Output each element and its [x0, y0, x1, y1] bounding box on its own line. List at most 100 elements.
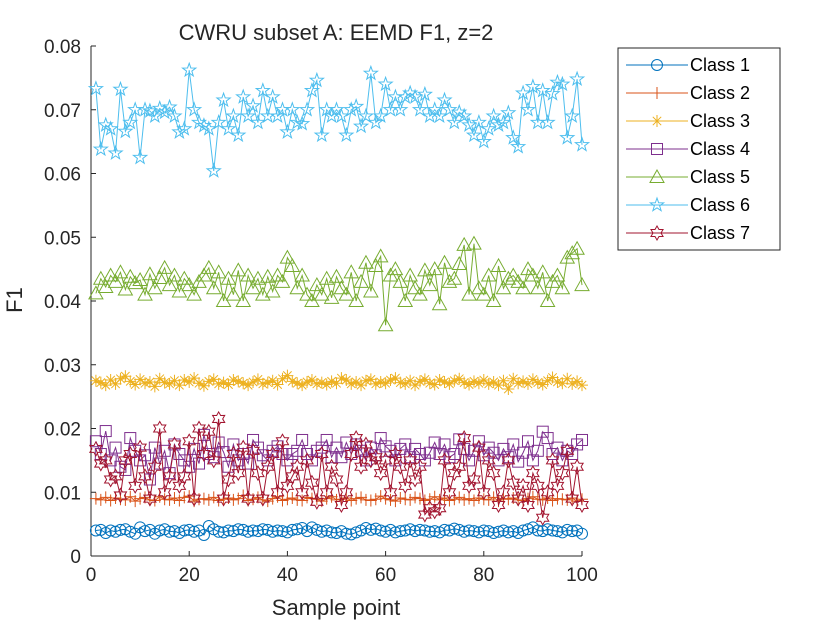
data-point	[343, 101, 360, 117]
data-point	[423, 446, 436, 459]
data-point	[202, 375, 215, 388]
data-point	[236, 439, 251, 456]
data-point	[167, 436, 182, 453]
data-point	[166, 267, 183, 282]
data-point	[343, 264, 360, 279]
data-point	[476, 484, 491, 501]
data-point	[362, 64, 379, 81]
data-point	[554, 280, 571, 295]
data-point	[399, 524, 412, 537]
data-point	[220, 270, 237, 285]
data-point	[286, 523, 299, 536]
data-point	[520, 261, 536, 276]
data-point	[119, 370, 132, 383]
data-point	[156, 259, 173, 274]
data-point	[333, 280, 350, 295]
data-point	[212, 525, 225, 538]
data-point	[511, 490, 526, 507]
data-point	[286, 448, 299, 460]
data-point	[188, 372, 201, 385]
legend-item: Class 5	[626, 167, 750, 187]
data-point	[109, 441, 122, 454]
data-point	[502, 526, 515, 539]
data-point	[158, 444, 171, 457]
data-point	[148, 380, 161, 393]
data-point	[102, 267, 119, 282]
data-point	[173, 494, 186, 507]
data-point	[131, 149, 149, 165]
data-point	[182, 433, 197, 450]
data-point	[270, 484, 285, 501]
legend-marker	[651, 59, 663, 71]
data-point	[465, 126, 483, 143]
data-point	[183, 375, 196, 388]
data-point	[404, 523, 417, 536]
data-point	[561, 444, 574, 457]
data-point	[432, 500, 447, 517]
data-point	[139, 377, 152, 390]
data-point	[286, 491, 299, 504]
data-point	[104, 374, 117, 387]
legend: Class 1 Class 2 Class 3 Class 4 Class 5 Class…	[617, 47, 781, 251]
data-point	[546, 371, 559, 384]
data-point	[521, 496, 535, 514]
data-point	[289, 280, 306, 295]
data-point	[492, 525, 505, 538]
data-point	[359, 521, 372, 534]
data-point	[453, 491, 466, 504]
data-point	[399, 438, 412, 451]
data-point	[338, 126, 355, 143]
data-point	[564, 245, 581, 260]
data-point	[261, 523, 274, 536]
data-point	[250, 270, 266, 285]
data-point	[230, 126, 247, 143]
data-point	[467, 471, 481, 488]
data-point	[536, 378, 549, 391]
data-point	[447, 465, 462, 482]
data-point	[495, 280, 512, 295]
data-point	[556, 493, 569, 506]
data-point	[98, 452, 113, 469]
data-point	[501, 452, 516, 469]
data-point	[359, 374, 372, 387]
data-point	[310, 377, 323, 390]
data-point	[442, 484, 457, 501]
data-point	[325, 526, 338, 539]
data-point	[565, 490, 580, 507]
data-point	[561, 523, 574, 536]
data-point	[530, 477, 545, 494]
data-point	[146, 107, 163, 124]
data-point	[129, 378, 142, 391]
data-point	[330, 377, 343, 390]
data-point	[466, 235, 482, 250]
data-point	[279, 249, 296, 264]
data-point	[482, 377, 495, 390]
data-point	[242, 379, 255, 392]
data-point	[178, 374, 191, 387]
data-point	[232, 375, 245, 388]
data-point	[275, 433, 290, 450]
data-point	[294, 115, 311, 131]
data-point	[133, 439, 148, 456]
data-point	[467, 494, 480, 507]
legend-item: Class 7	[626, 223, 750, 243]
data-point	[451, 256, 468, 271]
data-point	[323, 289, 340, 304]
data-point	[301, 448, 314, 460]
data-point	[340, 527, 353, 540]
data-point	[181, 277, 198, 292]
data-point	[113, 487, 128, 504]
data-point	[259, 268, 276, 283]
data-point	[477, 374, 490, 387]
data-point	[507, 372, 520, 385]
y-axis-ticks: 0 0.01 0.02 0.03 0.04 0.05 0.06 0.07 0.08	[44, 37, 96, 568]
data-point	[99, 425, 112, 438]
data-point	[240, 107, 257, 124]
legend-item: Class 2	[626, 83, 750, 103]
data-point	[411, 101, 429, 117]
data-point	[300, 452, 314, 469]
data-point	[294, 267, 310, 282]
data-point	[487, 375, 500, 388]
data-point	[566, 377, 579, 390]
data-point	[157, 484, 172, 501]
